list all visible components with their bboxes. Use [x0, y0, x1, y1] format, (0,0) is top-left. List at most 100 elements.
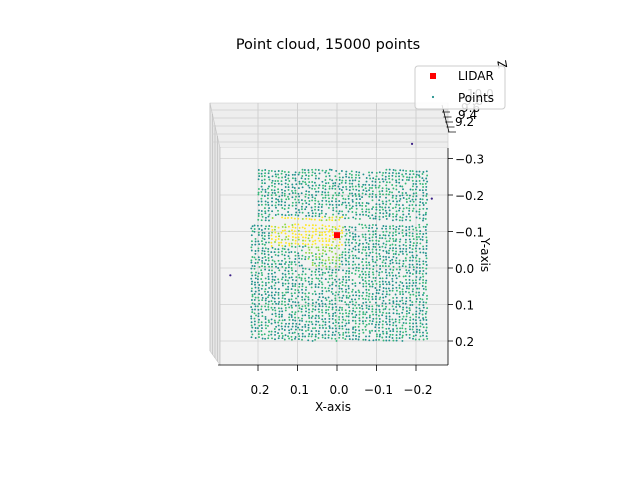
cloud-point — [301, 329, 304, 332]
cloud-point — [337, 194, 340, 197]
cloud-point — [308, 200, 311, 202]
cloud-point — [304, 292, 307, 295]
cloud-point — [392, 187, 395, 190]
cloud-point — [344, 244, 347, 247]
x-tick-label: −0.1 — [364, 383, 393, 397]
cloud-point — [385, 168, 388, 171]
cloud-point — [261, 337, 264, 340]
cloud-point — [395, 296, 398, 299]
cloud-point — [350, 170, 353, 173]
cloud-point — [338, 192, 341, 195]
cloud-point — [425, 264, 428, 266]
cloud-point — [264, 216, 267, 219]
cloud-point — [253, 323, 256, 326]
cloud-point — [374, 212, 377, 215]
cloud-point — [298, 171, 301, 174]
cloud-point — [398, 315, 401, 318]
cloud-point — [378, 305, 380, 307]
cloud-point — [307, 246, 310, 249]
cloud-point — [368, 330, 371, 333]
cloud-point — [345, 185, 348, 188]
cloud-point — [267, 253, 270, 256]
cloud-point — [308, 218, 311, 220]
cloud-point — [258, 265, 261, 268]
cloud-point — [348, 234, 351, 237]
cloud-point — [361, 196, 364, 199]
cloud-point — [348, 248, 351, 251]
cloud-point — [310, 273, 313, 276]
cloud-point — [341, 315, 344, 318]
cloud-point — [263, 238, 266, 241]
cloud-point — [382, 283, 385, 286]
cloud-point — [278, 244, 280, 247]
cloud-point — [283, 208, 286, 210]
cloud-point — [310, 270, 313, 273]
cloud-point — [374, 186, 377, 189]
cloud-point — [412, 282, 415, 284]
cloud-point — [398, 204, 401, 206]
cloud-point — [352, 328, 354, 330]
cloud-point — [297, 254, 300, 257]
cloud-point — [378, 321, 381, 323]
cloud-point — [328, 185, 331, 188]
cloud-point — [290, 335, 293, 338]
cloud-point — [254, 330, 257, 332]
cloud-point — [351, 192, 354, 195]
cloud-point — [394, 206, 397, 209]
cloud-point — [405, 287, 408, 290]
cloud-point — [342, 275, 344, 278]
cloud-point — [278, 195, 281, 198]
cloud-point — [364, 183, 367, 186]
cloud-point — [388, 191, 391, 193]
cloud-point — [308, 333, 311, 335]
cloud-point — [375, 203, 378, 206]
cloud-point — [314, 172, 317, 175]
cloud-point — [281, 294, 284, 297]
cloud-point — [364, 280, 367, 283]
cloud-point — [288, 257, 291, 260]
cloud-point — [362, 316, 364, 319]
cloud-point — [394, 318, 397, 321]
cloud-point — [347, 315, 350, 318]
cloud-point — [398, 207, 401, 210]
cloud-point — [418, 204, 421, 207]
cloud-point — [398, 262, 401, 265]
cloud-point — [347, 210, 350, 213]
cloud-point — [378, 234, 381, 237]
cloud-point — [348, 270, 351, 273]
cloud-point — [361, 210, 364, 213]
cloud-point — [291, 306, 293, 309]
cloud-point — [261, 256, 264, 259]
cloud-point — [300, 279, 303, 282]
cloud-point — [404, 330, 407, 333]
cloud-point — [261, 175, 263, 178]
cloud-point — [334, 238, 337, 241]
cloud-point — [345, 238, 348, 241]
cloud-point — [257, 178, 260, 181]
cloud-point — [324, 237, 327, 240]
cloud-point — [257, 312, 260, 315]
cloud-point — [415, 180, 418, 183]
cloud-point — [375, 321, 378, 324]
cloud-point — [354, 319, 357, 322]
cloud-point — [260, 185, 263, 188]
cloud-point — [327, 194, 330, 197]
cloud-point — [374, 298, 377, 301]
cloud-point — [321, 334, 324, 337]
cloud-point — [290, 314, 293, 317]
cloud-point — [321, 292, 324, 295]
cloud-point — [257, 204, 260, 206]
cloud-point — [285, 288, 287, 291]
cloud-point — [328, 265, 331, 268]
cloud-point — [250, 315, 253, 318]
cloud-point — [260, 224, 263, 227]
cloud-point — [398, 321, 401, 324]
cloud-point — [415, 229, 418, 232]
cloud-point — [277, 232, 280, 235]
cloud-point — [415, 260, 418, 262]
cloud-point — [421, 183, 424, 186]
cloud-point — [305, 190, 308, 193]
cloud-point — [374, 246, 377, 248]
cloud-point — [352, 326, 355, 329]
cloud-point — [318, 310, 321, 313]
